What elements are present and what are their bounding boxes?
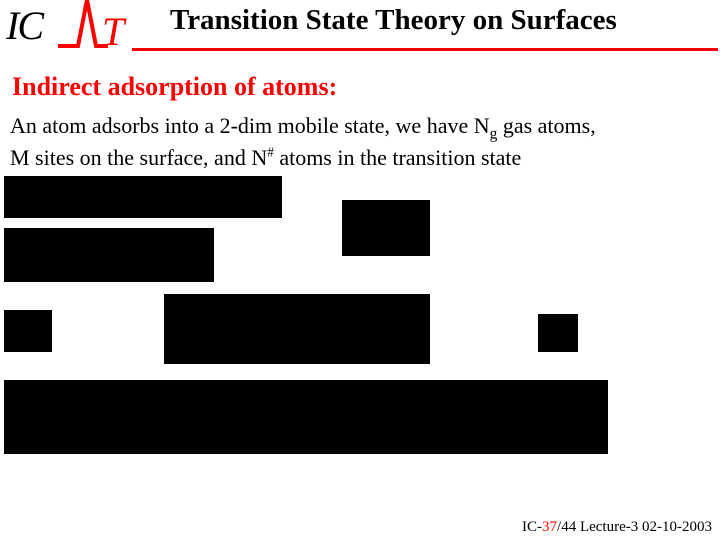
body-sup-hash: #	[267, 144, 274, 159]
body-line2a: M sites on the surface, and N	[10, 145, 267, 170]
slide-title: Transition State Theory on Surfaces	[170, 4, 617, 37]
redaction-block	[538, 314, 578, 352]
footer-page-current: 37	[542, 519, 557, 535]
redaction-block	[164, 294, 430, 364]
footer-page-total: 44	[561, 519, 576, 535]
header-rule	[132, 48, 718, 51]
body-line2b: atoms in the transition state	[274, 145, 521, 170]
footer-lecture: Lecture-3 02-10-2003	[576, 519, 712, 535]
redaction-block	[4, 380, 608, 454]
body-line1b: gas atoms,	[497, 113, 595, 138]
slide-footer: IC-37/44 Lecture-3 02-10-2003	[522, 519, 712, 536]
redaction-block	[4, 310, 52, 352]
body-paragraph: An atom adsorbs into a 2-dim mobile stat…	[10, 112, 596, 171]
redaction-block	[342, 200, 430, 256]
icat-logo: IC T	[6, 0, 140, 54]
logo-t-text: T	[102, 8, 124, 55]
footer-prefix: IC-	[522, 519, 542, 535]
logo-ic-text: IC	[6, 2, 42, 49]
body-line1a: An atom adsorbs into a 2-dim mobile stat…	[10, 113, 490, 138]
redaction-block	[4, 228, 214, 282]
section-subtitle: Indirect adsorption of atoms:	[12, 72, 337, 102]
slide-header: IC T Transition State Theory on Surfaces	[0, 0, 720, 56]
redaction-block	[4, 176, 282, 218]
